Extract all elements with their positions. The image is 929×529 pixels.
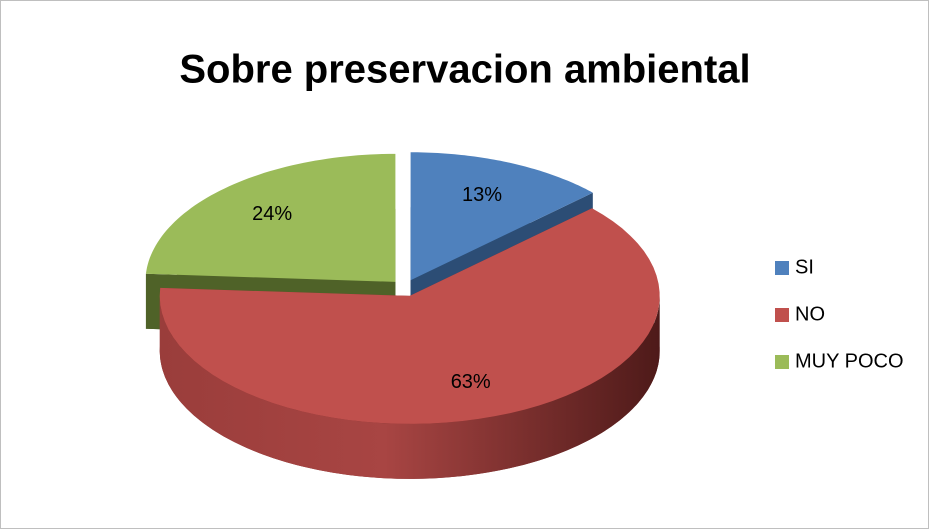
- slice: [410, 152, 593, 281]
- data-label: 24%: [252, 203, 292, 225]
- data-label: 63%: [451, 371, 491, 393]
- legend-swatch: [775, 261, 789, 275]
- slice: [145, 153, 396, 282]
- legend-swatch: [775, 308, 789, 322]
- slice-wall: [159, 295, 660, 479]
- chart-title: Sobre preservacion ambiental: [179, 48, 750, 92]
- legend-label: SI: [795, 256, 814, 278]
- legend-label: NO: [795, 303, 825, 325]
- legend-label: MUY POCO: [795, 350, 904, 372]
- slice: [159, 208, 660, 424]
- data-label: 13%: [462, 184, 502, 206]
- legend-swatch: [775, 355, 789, 369]
